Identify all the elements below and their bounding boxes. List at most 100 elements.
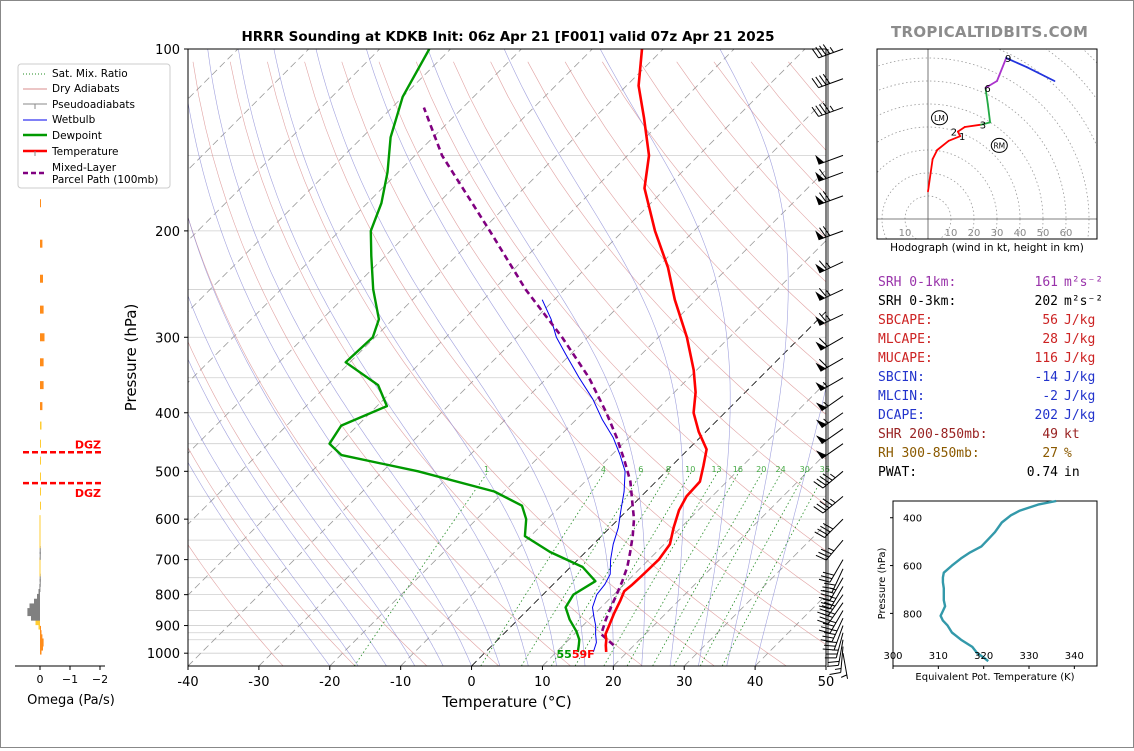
hodograph-segment bbox=[965, 125, 981, 127]
pseudoadiabat-line bbox=[181, 49, 472, 666]
theta-e-y-tick-label: 400 bbox=[903, 514, 922, 525]
omega-bar bbox=[40, 488, 41, 496]
y-tick-label: 400 bbox=[155, 407, 180, 422]
parameter-label: RH 300-850mb: bbox=[878, 444, 980, 463]
parameter-unit: J/kg bbox=[1064, 311, 1095, 330]
parameter-unit: in bbox=[1064, 463, 1080, 482]
mixing-ratio-line bbox=[604, 471, 718, 666]
mixing-ratio-label: 13 bbox=[711, 465, 721, 474]
theta-e-frame bbox=[893, 501, 1097, 666]
wind-barb bbox=[815, 226, 843, 239]
omega-tick-label: −2 bbox=[92, 673, 108, 686]
wind-barb bbox=[815, 261, 843, 273]
parameter-value: 116 bbox=[996, 349, 1058, 368]
legend-label: Parcel Path (100mb) bbox=[52, 174, 158, 186]
x-tick-label: 10 bbox=[534, 675, 551, 690]
y-tick-label: 600 bbox=[155, 513, 180, 528]
parameter-unit: % bbox=[1064, 444, 1072, 463]
parameter-label: MLCAPE: bbox=[878, 330, 933, 349]
parameter-value: 0.74 bbox=[996, 463, 1058, 482]
pseudoadiabat-line bbox=[316, 49, 585, 666]
parameter-unit: kt bbox=[1064, 425, 1080, 444]
y-tick-label: 500 bbox=[155, 465, 180, 480]
mixing-ratio-label: 4 bbox=[601, 465, 606, 474]
pseudoadiabat-line bbox=[274, 49, 557, 666]
hodograph-height-label: 3 bbox=[980, 121, 986, 132]
parameter-label: PWAT: bbox=[878, 463, 917, 482]
theta-e-x-tick-label: 340 bbox=[1065, 651, 1084, 662]
hodograph-segment bbox=[933, 150, 938, 159]
wind-barb bbox=[816, 429, 843, 444]
barb-flag bbox=[816, 450, 827, 458]
x-tick-label: -30 bbox=[248, 675, 269, 690]
wind-barb bbox=[815, 337, 843, 350]
wind-barb bbox=[816, 413, 843, 428]
parameter-label: SBCIN: bbox=[878, 368, 925, 387]
hodograph-ring-label: 10 bbox=[945, 228, 958, 239]
theta-e-x-tick-label: 320 bbox=[974, 651, 993, 662]
y-tick-label: 1000 bbox=[147, 647, 180, 662]
barb-full bbox=[823, 572, 834, 575]
y-axis-label: Pressure (hPa) bbox=[122, 304, 140, 412]
barb-half bbox=[830, 499, 835, 503]
parameter-value: -2 bbox=[996, 387, 1058, 406]
parameter-row: PWAT: 0.74 in bbox=[878, 463, 1118, 482]
parameter-unit: J/kg bbox=[1064, 330, 1095, 349]
barb-full bbox=[830, 672, 841, 674]
hodograph-segment bbox=[1027, 67, 1055, 81]
chart-title: HRRR Sounding at KDKB Init: 06z Apr 21 [… bbox=[241, 29, 774, 45]
mixing-ratio-label: 8 bbox=[666, 465, 671, 474]
omega-bar bbox=[40, 440, 41, 448]
parameter-value: 202 bbox=[996, 292, 1058, 311]
barb-half bbox=[830, 106, 833, 111]
barb-staff bbox=[822, 444, 843, 459]
hodograph-caption: Hodograph (wind in kt, height in km) bbox=[890, 242, 1084, 254]
dry-adiabat-line bbox=[193, 62, 571, 666]
barb-half bbox=[835, 668, 841, 669]
dgz-label: DGZ bbox=[75, 438, 101, 451]
omega-bar bbox=[40, 515, 41, 523]
parameter-value: 56 bbox=[996, 311, 1058, 330]
wind-barb bbox=[815, 288, 843, 300]
mixing-ratio-line bbox=[521, 471, 642, 666]
legend-label: Sat. Mix. Ratio bbox=[52, 68, 128, 80]
isotherm-line bbox=[330, 49, 947, 666]
mixing-ratio-line bbox=[481, 471, 605, 666]
barb-staff bbox=[819, 314, 843, 325]
omega-bar bbox=[40, 626, 41, 634]
barb-full bbox=[827, 665, 838, 666]
hodograph-segment bbox=[928, 159, 933, 191]
x-tick-label: -20 bbox=[319, 675, 340, 690]
x-tick-label: 20 bbox=[605, 675, 622, 690]
wind-barb bbox=[812, 74, 843, 87]
wind-barb bbox=[816, 540, 843, 560]
hodograph-segment bbox=[988, 104, 990, 122]
wind-barbs bbox=[812, 44, 848, 678]
barb-half bbox=[830, 621, 836, 623]
dry-adiabat-line bbox=[379, 62, 930, 666]
y-tick-label: 200 bbox=[155, 225, 180, 240]
pseudoadiabat-line bbox=[135, 49, 414, 666]
hodograph-ring-label: 40 bbox=[1014, 228, 1027, 239]
hodograph-height-label: 2 bbox=[951, 128, 957, 139]
omega-axis-label: Omega (Pa/s) bbox=[27, 693, 115, 708]
legend-label: Dry Adiabats bbox=[52, 83, 120, 95]
theta-e-y-axis-label: Pressure (hPa) bbox=[877, 548, 888, 620]
hodograph-frame bbox=[877, 49, 1097, 239]
pseudoadiabat-line bbox=[238, 49, 528, 666]
wind-barb bbox=[815, 313, 843, 325]
mixing-ratio-label: 1 bbox=[484, 465, 489, 474]
y-tick-label: 100 bbox=[155, 43, 180, 58]
omega-bar bbox=[40, 502, 41, 510]
wind-barb bbox=[812, 103, 843, 116]
wind-barb bbox=[819, 560, 843, 583]
hodograph-segment bbox=[958, 127, 965, 132]
barb-half bbox=[830, 474, 835, 478]
